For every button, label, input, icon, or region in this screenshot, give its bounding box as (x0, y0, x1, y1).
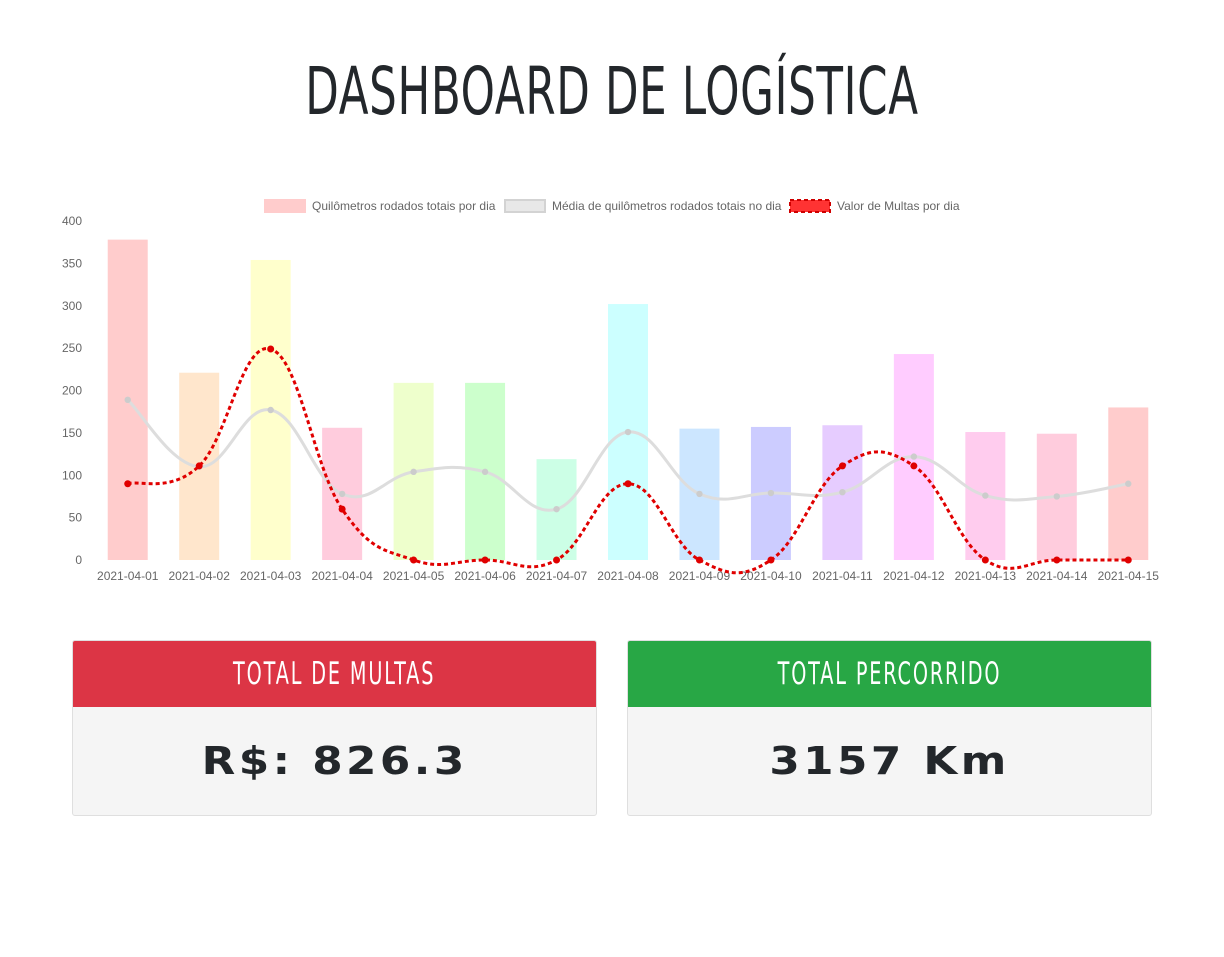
y-tick-label: 400 (62, 214, 82, 228)
legend-swatch (789, 199, 831, 213)
average-km-point (553, 505, 560, 513)
average-km-point (338, 490, 346, 498)
page-title: DASHBOARD DE LOGÍSTICA (305, 53, 919, 130)
legend-swatch (264, 199, 306, 213)
total-distance-header: TOTAL PERCORRIDO (628, 641, 1151, 707)
fines-point (838, 462, 846, 470)
total-distance-title: TOTAL PERCORRIDO (777, 656, 1002, 692)
fines-point (553, 556, 561, 564)
total-fines-card: TOTAL DE MULTAS R$: 826.3 (72, 640, 597, 816)
total-fines-value: R$: 826.3 (201, 739, 468, 783)
x-tick-label: 2021-04-01 (97, 569, 159, 583)
fines-point (695, 556, 703, 564)
fines-point (338, 505, 346, 513)
x-tick-label: 2021-04-08 (597, 569, 659, 583)
average-km-point (1125, 480, 1132, 487)
average-km-point (767, 489, 775, 497)
fines-line (127, 347, 1129, 575)
average-km-line (126, 398, 1129, 512)
fines-point (1053, 556, 1061, 564)
y-tick-label: 350 (62, 256, 82, 270)
average-km-point (124, 396, 131, 404)
x-tick-label: 2021-04-12 (883, 569, 945, 583)
total-distance-card: TOTAL PERCORRIDO 3157 Km (627, 640, 1152, 816)
average-km-point (267, 406, 274, 414)
average-km-point (839, 489, 846, 496)
x-tick-label: 2021-04-13 (955, 569, 1017, 583)
total-fines-title: TOTAL DE MULTAS (233, 656, 436, 692)
daily-logistics-chart: 0 50 100 150 200 250 300 350 400 2021-04-01 2021-0… (62, 199, 1160, 583)
x-tick-label: 2021-04-03 (240, 569, 302, 583)
fines-point (981, 556, 989, 564)
x-tick-label: 2021-04-15 (1098, 569, 1160, 583)
fines-point (481, 556, 489, 564)
fines-point (124, 480, 132, 488)
x-tick-label: 2021-04-06 (454, 569, 516, 583)
fines-point (624, 480, 632, 488)
fines-point (767, 556, 775, 564)
average-km-point (624, 428, 632, 436)
y-tick-label: 300 (62, 299, 82, 313)
x-tick-label: 2021-04-04 (311, 569, 373, 583)
legend-swatch (504, 199, 546, 213)
average-km-point (410, 468, 417, 476)
x-tick-label: 2021-04-02 (169, 569, 231, 583)
x-tick-label: 2021-04-09 (669, 569, 731, 583)
x-tick-label: 2021-04-05 (383, 569, 445, 583)
average-km-point (910, 453, 918, 460)
y-tick-label: 200 (62, 384, 82, 398)
x-tick-label: 2021-04-11 (812, 569, 873, 583)
y-tick-label: 100 (62, 468, 82, 482)
average-km-point (1053, 493, 1061, 500)
fines-point (1124, 556, 1132, 564)
average-km-point (696, 490, 703, 498)
average-km-point (982, 492, 989, 499)
fines-point (910, 462, 918, 470)
fines-point (267, 345, 275, 353)
y-tick-label: 50 (69, 511, 83, 525)
total-distance-body: 3157 Km (628, 707, 1151, 815)
total-distance-value: 3157 Km (769, 739, 1010, 783)
total-fines-header: TOTAL DE MULTAS (73, 641, 596, 707)
x-tick-label: 2021-04-14 (1026, 569, 1088, 583)
fines-point (410, 556, 418, 564)
y-tick-label: 250 (62, 341, 82, 355)
legend-label: Quilômetros rodados totais por dia (312, 199, 496, 213)
average-km-point (481, 468, 489, 476)
y-tick-label: 0 (75, 553, 82, 567)
legend-label: Valor de Multas por dia (837, 199, 960, 213)
fines-point (195, 462, 203, 470)
x-tick-label: 2021-04-10 (740, 569, 802, 583)
total-fines-body: R$: 826.3 (73, 707, 596, 815)
x-tick-label: 2021-04-07 (526, 569, 588, 583)
y-tick-label: 150 (62, 426, 82, 440)
legend-label: Média de quilômetros rodados totais no d… (552, 199, 782, 213)
